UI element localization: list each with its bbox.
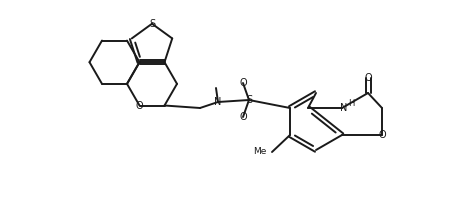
Text: O: O [378,130,386,140]
Text: N: N [340,103,348,113]
Text: O: O [136,100,144,111]
Text: S: S [246,95,252,105]
Text: Me: Me [253,148,266,157]
Text: O: O [364,73,372,83]
Text: O: O [239,78,247,88]
Text: N: N [214,97,222,107]
Text: O: O [239,112,247,122]
Text: S: S [149,19,155,29]
Text: H: H [348,100,354,108]
